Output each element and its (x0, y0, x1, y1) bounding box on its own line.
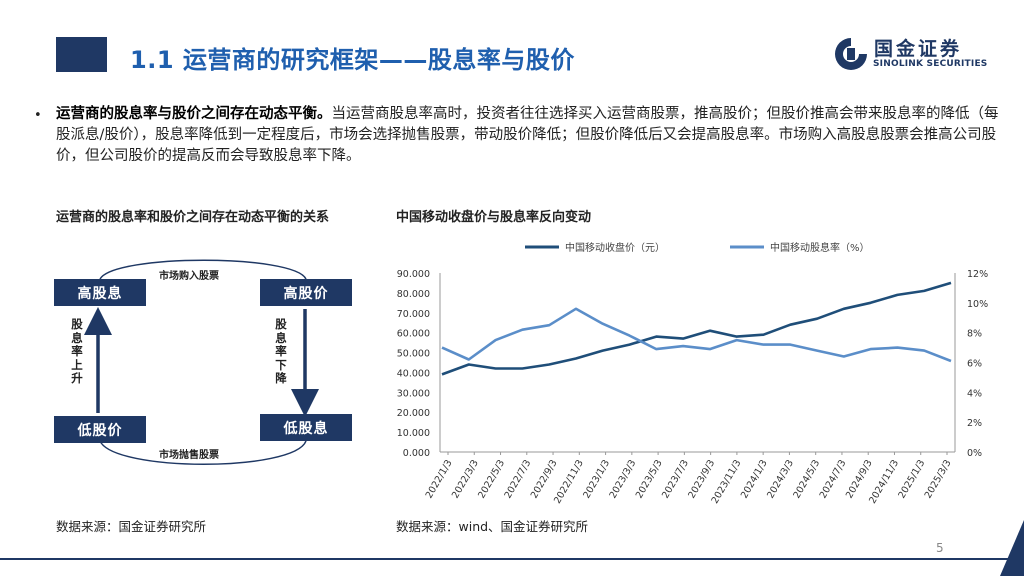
y-left-tick: 10.000 (397, 428, 430, 439)
y-left-tick: 0.000 (403, 448, 430, 459)
label-yield-rise: 股息率上升 (71, 317, 83, 385)
footer-line (0, 558, 1024, 560)
label-market-buy: 市场购入股票 (157, 267, 221, 282)
y-left-tick: 80.000 (397, 289, 430, 300)
company-logo: 国金证券 SINOLINK SECURITIES (834, 34, 1004, 74)
y-left-tick: 60.000 (397, 329, 430, 340)
paragraph-text: 当运营商股息率高时，投资者往往选择买入运营商股票，推高股价；但股价推高会带来股息… (56, 106, 999, 164)
y-left-tick: 40.000 (397, 368, 430, 379)
left-source: 数据来源：国金证券研究所 (56, 519, 207, 534)
price-series-line (441, 281, 952, 376)
chart-subtitle: 中国移动收盘价与股息率反向变动 (396, 210, 592, 225)
y-left-tick: 90.000 (397, 269, 430, 280)
x-tick-label: 2025/3/3 (923, 458, 954, 500)
logo-chinese: 国金证券 (874, 38, 963, 60)
y-left-tick: 70.000 (397, 309, 430, 320)
label-yield-fall: 股息率下降 (275, 317, 287, 385)
page-title: 1.1 运营商的研究框架——股息率与股价 (130, 46, 575, 74)
y-left-tick: 50.000 (397, 349, 430, 360)
y-right-tick: 8% (967, 329, 982, 340)
page-number: 5 (936, 541, 944, 555)
bottom-arc (99, 440, 307, 465)
box-low-price: 低股价 (54, 416, 146, 443)
logo-mark-icon (835, 38, 867, 70)
y-left-tick: 20.000 (397, 408, 430, 419)
cycle-diagram: 高股息 高股价 低股价 低股息 市场购入股票 市场抛售股票 股息率上升 股息率下… (54, 258, 354, 468)
y-right-tick: 4% (967, 388, 982, 399)
footer-corner (1000, 520, 1024, 576)
y-right-tick: 2% (967, 418, 982, 429)
label-market-sell: 市场抛售股票 (157, 446, 221, 461)
y-left-tick: 30.000 (397, 388, 430, 399)
legend-label: 中国移动股息率（%） (770, 241, 870, 254)
cycle-arrows (84, 259, 319, 465)
y-right-tick: 6% (967, 359, 982, 370)
box-high-yield: 高股息 (54, 279, 146, 306)
bullet-icon: • (34, 108, 42, 123)
chart-source: 数据来源：wind、国金证券研究所 (396, 519, 589, 534)
y-right-tick: 12% (967, 269, 988, 280)
y-right-tick: 10% (967, 299, 988, 310)
y-right-tick: 0% (967, 448, 982, 459)
top-arc (99, 259, 307, 280)
paragraph-lead: 运营商的股息率与股价之间存在动态平衡。 (56, 106, 332, 122)
box-high-price: 高股价 (260, 279, 352, 306)
left-panel-subtitle: 运营商的股息率和股价之间存在动态平衡的关系 (56, 210, 330, 225)
title-accent-block (56, 37, 107, 72)
box-low-yield: 低股息 (260, 414, 352, 441)
price-yield-chart: 中国移动收盘价（元） 中国移动股息率（%） 90.000 80.000 70.000 60… (397, 241, 988, 505)
legend-label: 中国移动收盘价（元） (565, 241, 665, 254)
body-paragraph: 运营商的股息率与股价之间存在动态平衡。当运营商股息率高时，投资者往往选择买入运营… (56, 104, 1006, 167)
logo-english: SINOLINK SECURITIES (873, 59, 988, 69)
yield-series-line (441, 307, 952, 363)
